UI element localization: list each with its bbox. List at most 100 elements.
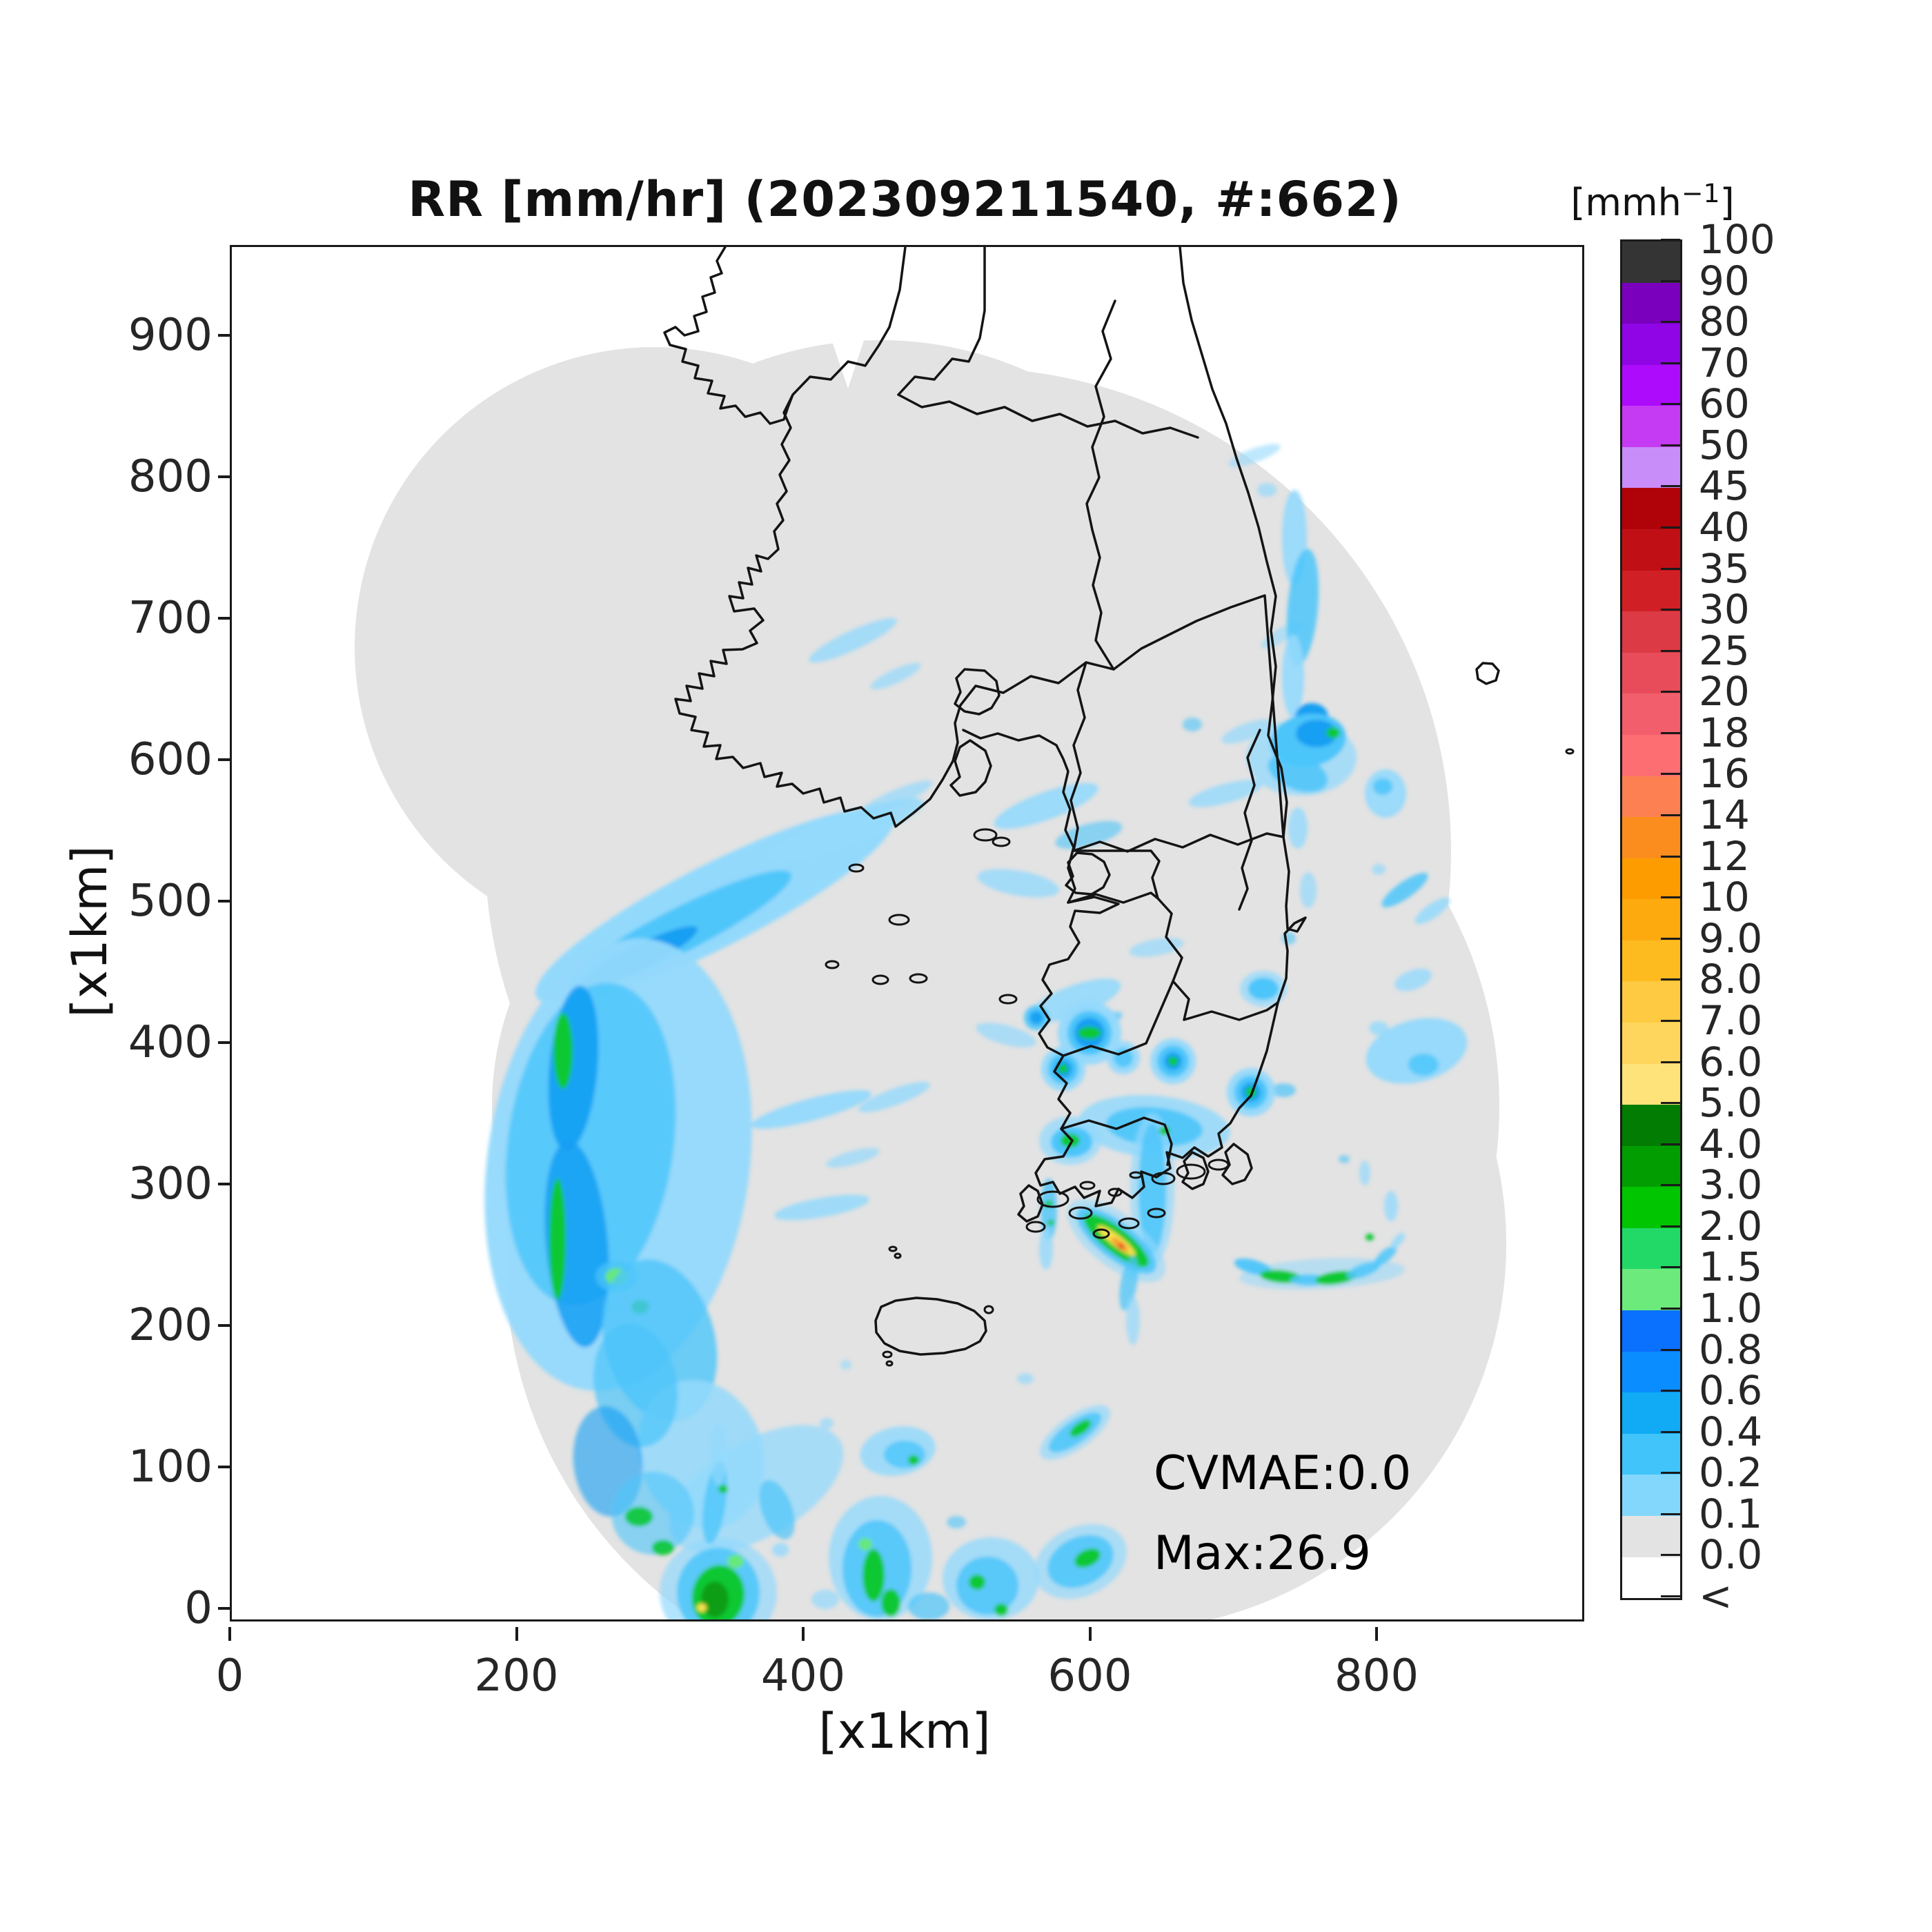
islet-outline (894, 1252, 902, 1259)
rain-cell (881, 1589, 900, 1617)
colorbar-unit-label: [mmh−1] (1570, 178, 1735, 224)
colorbar-segment (1622, 529, 1680, 571)
rain-cell (1369, 1021, 1388, 1035)
colorbar-segment (1622, 406, 1680, 447)
rain-cell (1257, 483, 1276, 497)
colorbar-tick-mark (1661, 1430, 1680, 1433)
rain-cell (611, 1472, 694, 1555)
rain-cell (1366, 1234, 1374, 1241)
colorbar-tick-mark (1661, 279, 1680, 282)
colorbar-tick-mark (1661, 1061, 1680, 1063)
rain-cell (1271, 1083, 1296, 1097)
y-tick-label: 400 (128, 1017, 213, 1068)
rain-cell (1282, 635, 1304, 718)
rain-cell (549, 1179, 566, 1300)
rain-cell (969, 1575, 985, 1590)
y-tick-mark (218, 1324, 232, 1327)
colorbar-tick-label: 10 (1699, 874, 1750, 921)
islet-outline (1025, 1221, 1046, 1233)
rain-cell (1061, 1134, 1080, 1147)
y-tick-mark (218, 900, 232, 903)
x-tick-label: 400 (760, 1650, 846, 1702)
rain-cell (1234, 1258, 1272, 1276)
rain-cell (862, 1549, 885, 1601)
rain-cell (1288, 807, 1308, 849)
rain-cell (1300, 872, 1317, 908)
colorbar-tick-mark (1661, 485, 1680, 488)
x-tick-label: 0 (215, 1650, 244, 1702)
coastline-border (1085, 299, 1116, 671)
rain-cell (1315, 1271, 1357, 1285)
island-or-city-outline (949, 739, 992, 797)
y-tick-label: 600 (128, 734, 213, 785)
rain-cell (751, 1090, 872, 1129)
colorbar-segment (1622, 324, 1680, 365)
colorbar-tick-label: 4.0 (1699, 1120, 1763, 1167)
rain-cell (1074, 1548, 1101, 1568)
islet-outline (1092, 1228, 1110, 1239)
rain-cell (553, 1013, 573, 1089)
coastline-border (1070, 661, 1285, 853)
rain-cell (1058, 1064, 1068, 1074)
rain-cell (1183, 718, 1202, 731)
y-tick-mark (218, 1041, 232, 1044)
colorbar-tick-label: 40 (1699, 504, 1750, 551)
colorbar-tick-mark (1661, 855, 1680, 858)
islet-outline (1068, 1206, 1093, 1220)
colorbar-tick-mark (1661, 1390, 1680, 1392)
rain-cell (1394, 968, 1432, 992)
precipitation-layer (484, 444, 1468, 1619)
rain-cell (1126, 1297, 1140, 1345)
rain-cell (1414, 897, 1450, 925)
y-tick-mark (218, 758, 232, 761)
colorbar-segment (1622, 1022, 1680, 1064)
colorbar-tick-mark (1661, 321, 1680, 324)
y-tick-mark (218, 475, 232, 478)
island-or-city-outline (1221, 1143, 1253, 1185)
rain-cell (1374, 1245, 1397, 1266)
colorbar-segment (1622, 1557, 1680, 1599)
colorbar-segment (1622, 899, 1680, 940)
rain-cell (1248, 978, 1279, 1000)
rain-cell (908, 1455, 919, 1465)
islet-outline (1176, 1163, 1206, 1180)
rain-cell (1359, 1161, 1370, 1185)
colorbar-tick-mark (1661, 1102, 1680, 1105)
colorbar-segment (1622, 734, 1680, 776)
y-tick-label: 0 (184, 1583, 213, 1634)
colorbar-tick-label: 45 (1699, 462, 1750, 510)
islet-outline (871, 974, 889, 985)
colorbar-segment (1622, 364, 1680, 406)
rain-cell (727, 1555, 744, 1568)
rain-cell (811, 1590, 839, 1609)
y-tick-mark (218, 1183, 232, 1185)
islet-outline (885, 1360, 894, 1367)
rain-cell (1168, 1056, 1178, 1066)
colorbar-tick-label: 16 (1699, 750, 1750, 798)
colorbar-tick-mark (1661, 773, 1680, 776)
rain-cell (1366, 1018, 1468, 1084)
plot-area (230, 245, 1584, 1621)
colorbar-tick-mark (1661, 444, 1680, 446)
colorbar-tick-label: 0.4 (1699, 1408, 1763, 1455)
colorbar-tick-mark (1661, 1266, 1680, 1269)
colorbar-tick-mark (1661, 403, 1680, 406)
rain-cell (977, 869, 1060, 898)
coastline-border (1060, 1116, 1173, 1166)
colorbar-segment (1622, 1063, 1680, 1105)
colorbar-tick-label: 18 (1699, 709, 1750, 756)
figure-title: RR [mm/hr] (202309211540, #:662) (408, 171, 1402, 228)
islet-outline (888, 914, 910, 926)
y-tick-mark (218, 1466, 232, 1468)
colorbar-segment (1622, 981, 1680, 1023)
colorbar-segment (1622, 652, 1680, 694)
y-tick-label: 500 (128, 876, 213, 927)
colorbar-tick-label: 9.0 (1699, 914, 1763, 962)
rain-cell (840, 1360, 851, 1370)
islet-outline (1036, 1190, 1070, 1208)
y-axis-label: [x1km] (61, 845, 118, 1018)
coverage-gap-notch (818, 301, 877, 388)
rain-cell (858, 1082, 930, 1112)
colorbar-tick-mark (1661, 649, 1680, 652)
